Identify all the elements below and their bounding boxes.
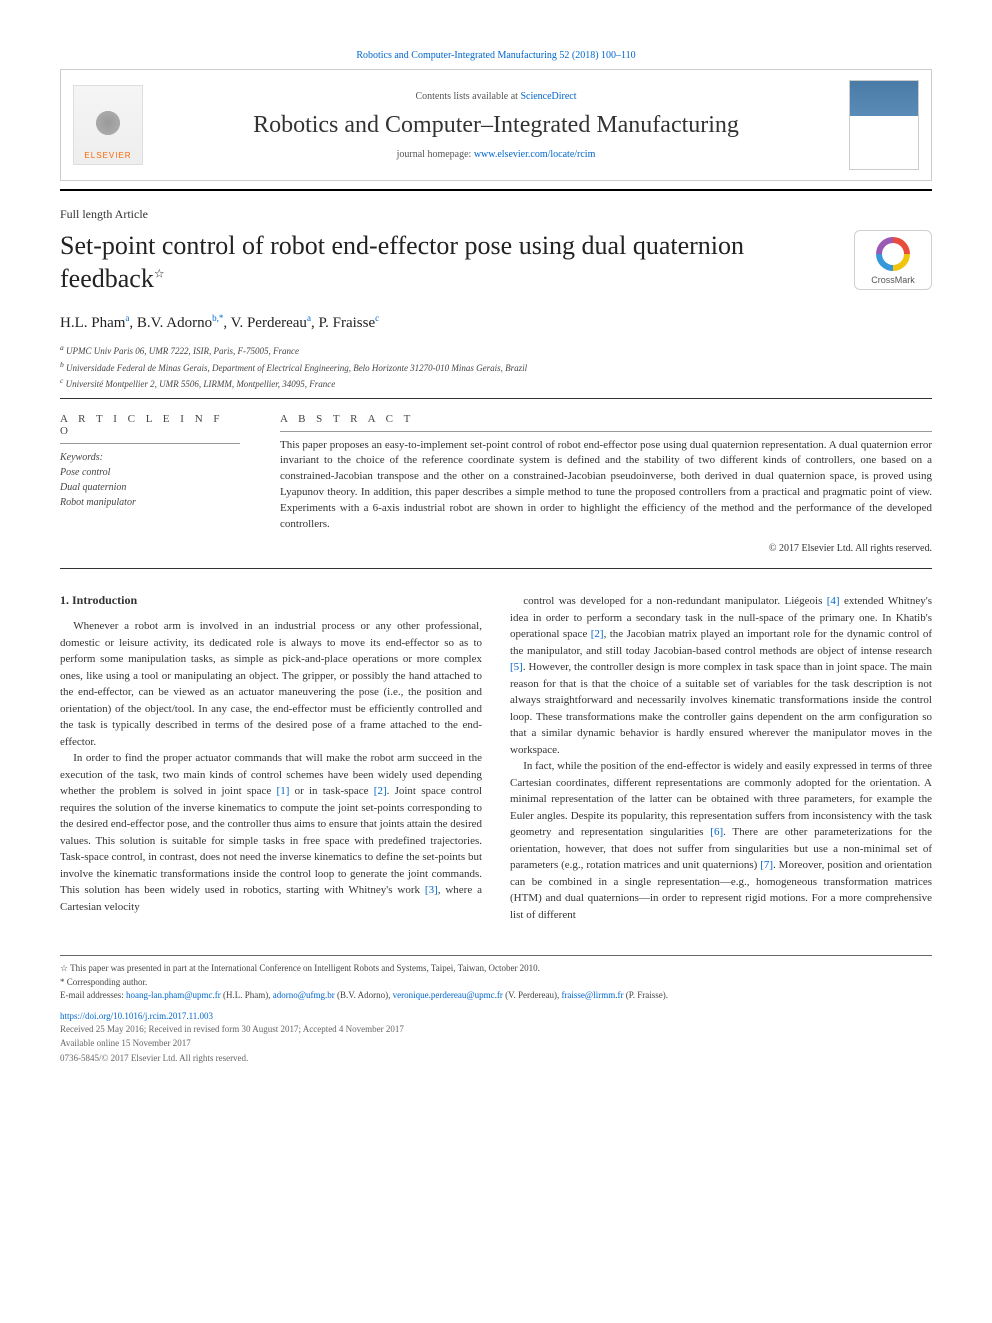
affil-text: UPMC Univ Paris 06, UMR 7222, ISIR, Pari… xyxy=(66,346,299,356)
keyword: Robot manipulator xyxy=(60,495,240,510)
title-row: Set-point control of robot end-effector … xyxy=(60,230,932,295)
elsevier-tree-icon xyxy=(88,105,128,145)
email-label: E-mail addresses: xyxy=(60,990,126,1000)
paragraph: In order to find the proper actuator com… xyxy=(60,750,482,915)
abstract-head: A B S T R A C T xyxy=(280,413,932,425)
doi-link[interactable]: https://doi.org/10.1016/j.rcim.2017.11.0… xyxy=(60,1011,932,1021)
rule-top xyxy=(60,189,932,191)
article-type: Full length Article xyxy=(60,207,932,222)
affiliations: a UPMC Univ Paris 06, UMR 7222, ISIR, Pa… xyxy=(60,342,932,392)
affil-text: Universidade Federal de Minas Gerais, De… xyxy=(66,363,527,373)
contents-prefix: Contents lists available at xyxy=(415,91,520,102)
affil-marker: a xyxy=(60,343,64,352)
keyword: Dual quaternion xyxy=(60,480,240,495)
footnote-emails: E-mail addresses: hoang-lan.pham@upmc.fr… xyxy=(60,989,932,1003)
authors-line: H.L. Phama, B.V. Adornob,*, V. Perdereau… xyxy=(60,313,932,332)
journal-name: Robotics and Computer–Integrated Manufac… xyxy=(163,112,829,139)
rule-mid xyxy=(60,398,932,399)
affiliation: a UPMC Univ Paris 06, UMR 7222, ISIR, Pa… xyxy=(60,342,932,359)
email-who: (V. Perdereau) xyxy=(505,990,557,1000)
footnote-star: ☆ This paper was presented in part at th… xyxy=(60,962,932,976)
sciencedirect-link[interactable]: ScienceDirect xyxy=(520,91,576,102)
affiliation: c Université Montpellier 2, UMR 5506, LI… xyxy=(60,375,932,392)
received-line: Received 25 May 2016; Received in revise… xyxy=(60,1023,932,1036)
header-center: Contents lists available at ScienceDirec… xyxy=(163,91,829,160)
homepage-link[interactable]: www.elsevier.com/locate/rcim xyxy=(474,149,596,160)
paragraph: control was developed for a non-redundan… xyxy=(510,593,932,758)
affil-marker: b xyxy=(60,360,64,369)
body-columns: 1. Introduction Whenever a robot arm is … xyxy=(60,593,932,923)
elsevier-brand: ELSEVIER xyxy=(84,151,131,160)
journal-header: ELSEVIER Contents lists available at Sci… xyxy=(60,69,932,181)
abstract-copyright: © 2017 Elsevier Ltd. All rights reserved… xyxy=(280,543,932,554)
author: B.V. Adorno xyxy=(137,315,212,331)
email-link[interactable]: adorno@ufmg.br xyxy=(273,990,335,1000)
email-link[interactable]: fraisse@lirmm.fr xyxy=(561,990,623,1000)
paragraph: Whenever a robot arm is involved in an i… xyxy=(60,618,482,750)
footnote-corresponding: * Corresponding author. xyxy=(60,976,932,990)
author: V. Perdereau xyxy=(231,315,307,331)
crossmark-label: CrossMark xyxy=(871,275,915,285)
section-1-head: 1. Introduction xyxy=(60,593,482,608)
paragraph: In fact, while the position of the end-e… xyxy=(510,758,932,923)
article-title: Set-point control of robot end-effector … xyxy=(60,230,834,295)
keywords-label: Keywords: xyxy=(60,450,240,465)
abstract-rule xyxy=(280,431,932,432)
crossmark-ring-icon xyxy=(876,237,910,271)
journal-cover-thumb xyxy=(849,80,919,170)
email-link[interactable]: hoang-lan.pham@upmc.fr xyxy=(126,990,221,1000)
crossmark-badge[interactable]: CrossMark xyxy=(854,230,932,290)
keywords-block: Keywords: Pose control Dual quaternion R… xyxy=(60,450,240,510)
homepage-line: journal homepage: www.elsevier.com/locat… xyxy=(163,149,829,160)
info-abstract-row: A R T I C L E I N F O Keywords: Pose con… xyxy=(60,413,932,555)
author-sup: c xyxy=(375,313,379,323)
author-sup: b,* xyxy=(212,313,223,323)
article-info-head: A R T I C L E I N F O xyxy=(60,413,240,437)
title-star-icon: ☆ xyxy=(154,266,165,280)
info-rule xyxy=(60,443,240,444)
article-info: A R T I C L E I N F O Keywords: Pose con… xyxy=(60,413,240,555)
rule-below-abstract xyxy=(60,568,932,569)
abstract-text: This paper proposes an easy-to-implement… xyxy=(280,438,932,534)
issn-copyright: 0736-5845/© 2017 Elsevier Ltd. All right… xyxy=(60,1052,932,1065)
email-who: (H.L. Pham) xyxy=(223,990,268,1000)
footnotes: ☆ This paper was presented in part at th… xyxy=(60,955,932,1064)
author: H.L. Pham xyxy=(60,315,125,331)
title-text: Set-point control of robot end-effector … xyxy=(60,231,744,293)
affil-marker: c xyxy=(60,376,63,385)
affil-text: Université Montpellier 2, UMR 5506, LIRM… xyxy=(66,379,336,389)
abstract-block: A B S T R A C T This paper proposes an e… xyxy=(280,413,932,555)
email-who: (P. Fraisse) xyxy=(626,990,666,1000)
author: P. Fraisse xyxy=(318,315,375,331)
elsevier-logo: ELSEVIER xyxy=(73,85,143,165)
online-line: Available online 15 November 2017 xyxy=(60,1037,932,1050)
author-sup: a xyxy=(125,313,129,323)
keyword: Pose control xyxy=(60,465,240,480)
issue-citation[interactable]: Robotics and Computer-Integrated Manufac… xyxy=(60,50,932,61)
contents-line: Contents lists available at ScienceDirec… xyxy=(163,91,829,102)
email-link[interactable]: veronique.perdereau@upmc.fr xyxy=(393,990,503,1000)
homepage-prefix: journal homepage: xyxy=(397,149,474,160)
affiliation: b Universidade Federal de Minas Gerais, … xyxy=(60,359,932,376)
author-sup: a xyxy=(307,313,311,323)
email-who: (B.V. Adorno) xyxy=(337,990,388,1000)
